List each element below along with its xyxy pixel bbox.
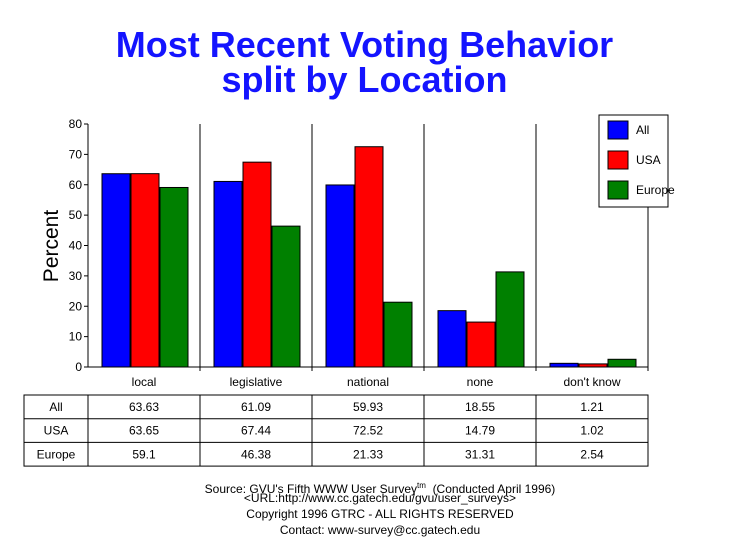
legend-swatch-europe (607, 180, 629, 200)
legend-label-europe: Europe (636, 183, 675, 197)
data-table-border (23, 394, 649, 467)
x-tick-label: don't know (564, 375, 621, 389)
table-cell: 1.02 (580, 424, 604, 438)
table-cell: 18.55 (465, 400, 495, 414)
chart-title-line1: Most Recent Voting Behavior (115, 24, 614, 65)
bar-europe (607, 358, 637, 368)
bar-usa (578, 363, 608, 368)
x-tick-label: local (132, 375, 157, 389)
table-row-header: Europe (37, 447, 76, 461)
x-tick-label: national (347, 375, 389, 389)
y-tick-label: 50 (69, 208, 83, 222)
y-tick-label: 80 (69, 117, 83, 131)
legend-swatch-all (607, 120, 629, 140)
conducted-text: (Conducted April 1996) (432, 482, 556, 496)
y-tick-label: 30 (69, 269, 83, 283)
bar-europe (271, 225, 301, 368)
table-cell: 67.44 (241, 424, 271, 438)
y-tick-label: 60 (69, 178, 83, 192)
chart-title-line2: split by Location (221, 59, 508, 100)
bar-europe (495, 271, 525, 368)
table-cell: 1.21 (580, 400, 604, 414)
source-text: Source: GVU's Fifth WWW User Survey (204, 482, 417, 496)
legend-swatch-usa (607, 150, 629, 170)
bar-all (101, 173, 131, 368)
table-cell: 14.79 (465, 424, 495, 438)
bar-all (213, 180, 243, 368)
table-cell: 59.93 (353, 400, 383, 414)
table-cell: 46.38 (241, 447, 271, 461)
bar-all (437, 310, 467, 368)
footer-copyright: Copyright 1996 GTRC - ALL RIGHTS RESERVE… (246, 507, 514, 521)
bar-usa (130, 173, 160, 368)
y-axis-label: Percent (40, 210, 63, 283)
bar-europe (159, 186, 189, 368)
footer-contact: Contact: www-survey@cc.gatech.edu (279, 523, 481, 537)
bar-usa (242, 161, 272, 368)
bar-europe (383, 301, 413, 368)
table-cell: 72.52 (353, 424, 383, 438)
legend-label-usa: USA (636, 153, 661, 167)
y-tick-label: 40 (69, 239, 83, 253)
bar-all (325, 184, 355, 368)
x-tick-label: none (467, 375, 494, 389)
table-cell: 31.31 (465, 447, 495, 461)
tm-mark: tm (417, 481, 426, 490)
table-cell: 21.33 (353, 447, 383, 461)
table-cell: 59.1 (132, 447, 156, 461)
footer-url: <URL:http://www.cc.gatech.edu/gvu/user_s… (243, 491, 517, 505)
y-tick-label: 0 (75, 360, 82, 374)
table-row-header: All (49, 400, 62, 414)
bar-usa (466, 321, 496, 368)
table-cell: 63.65 (129, 424, 159, 438)
x-tick-label: legislative (230, 375, 283, 389)
table-cell: 61.09 (241, 400, 271, 414)
bar-usa (354, 146, 384, 368)
table-row-header: USA (44, 424, 69, 438)
legend-label-all: All (636, 123, 649, 137)
table-cell: 2.54 (580, 447, 604, 461)
bar-all (549, 362, 579, 368)
footer-source: Source: GVU's Fifth WWW User Surveytm (C… (190, 477, 570, 498)
y-tick-label: 20 (69, 299, 83, 313)
table-cell: 63.63 (129, 400, 159, 414)
y-tick-label: 10 (69, 330, 83, 344)
y-tick-label: 70 (69, 147, 83, 161)
